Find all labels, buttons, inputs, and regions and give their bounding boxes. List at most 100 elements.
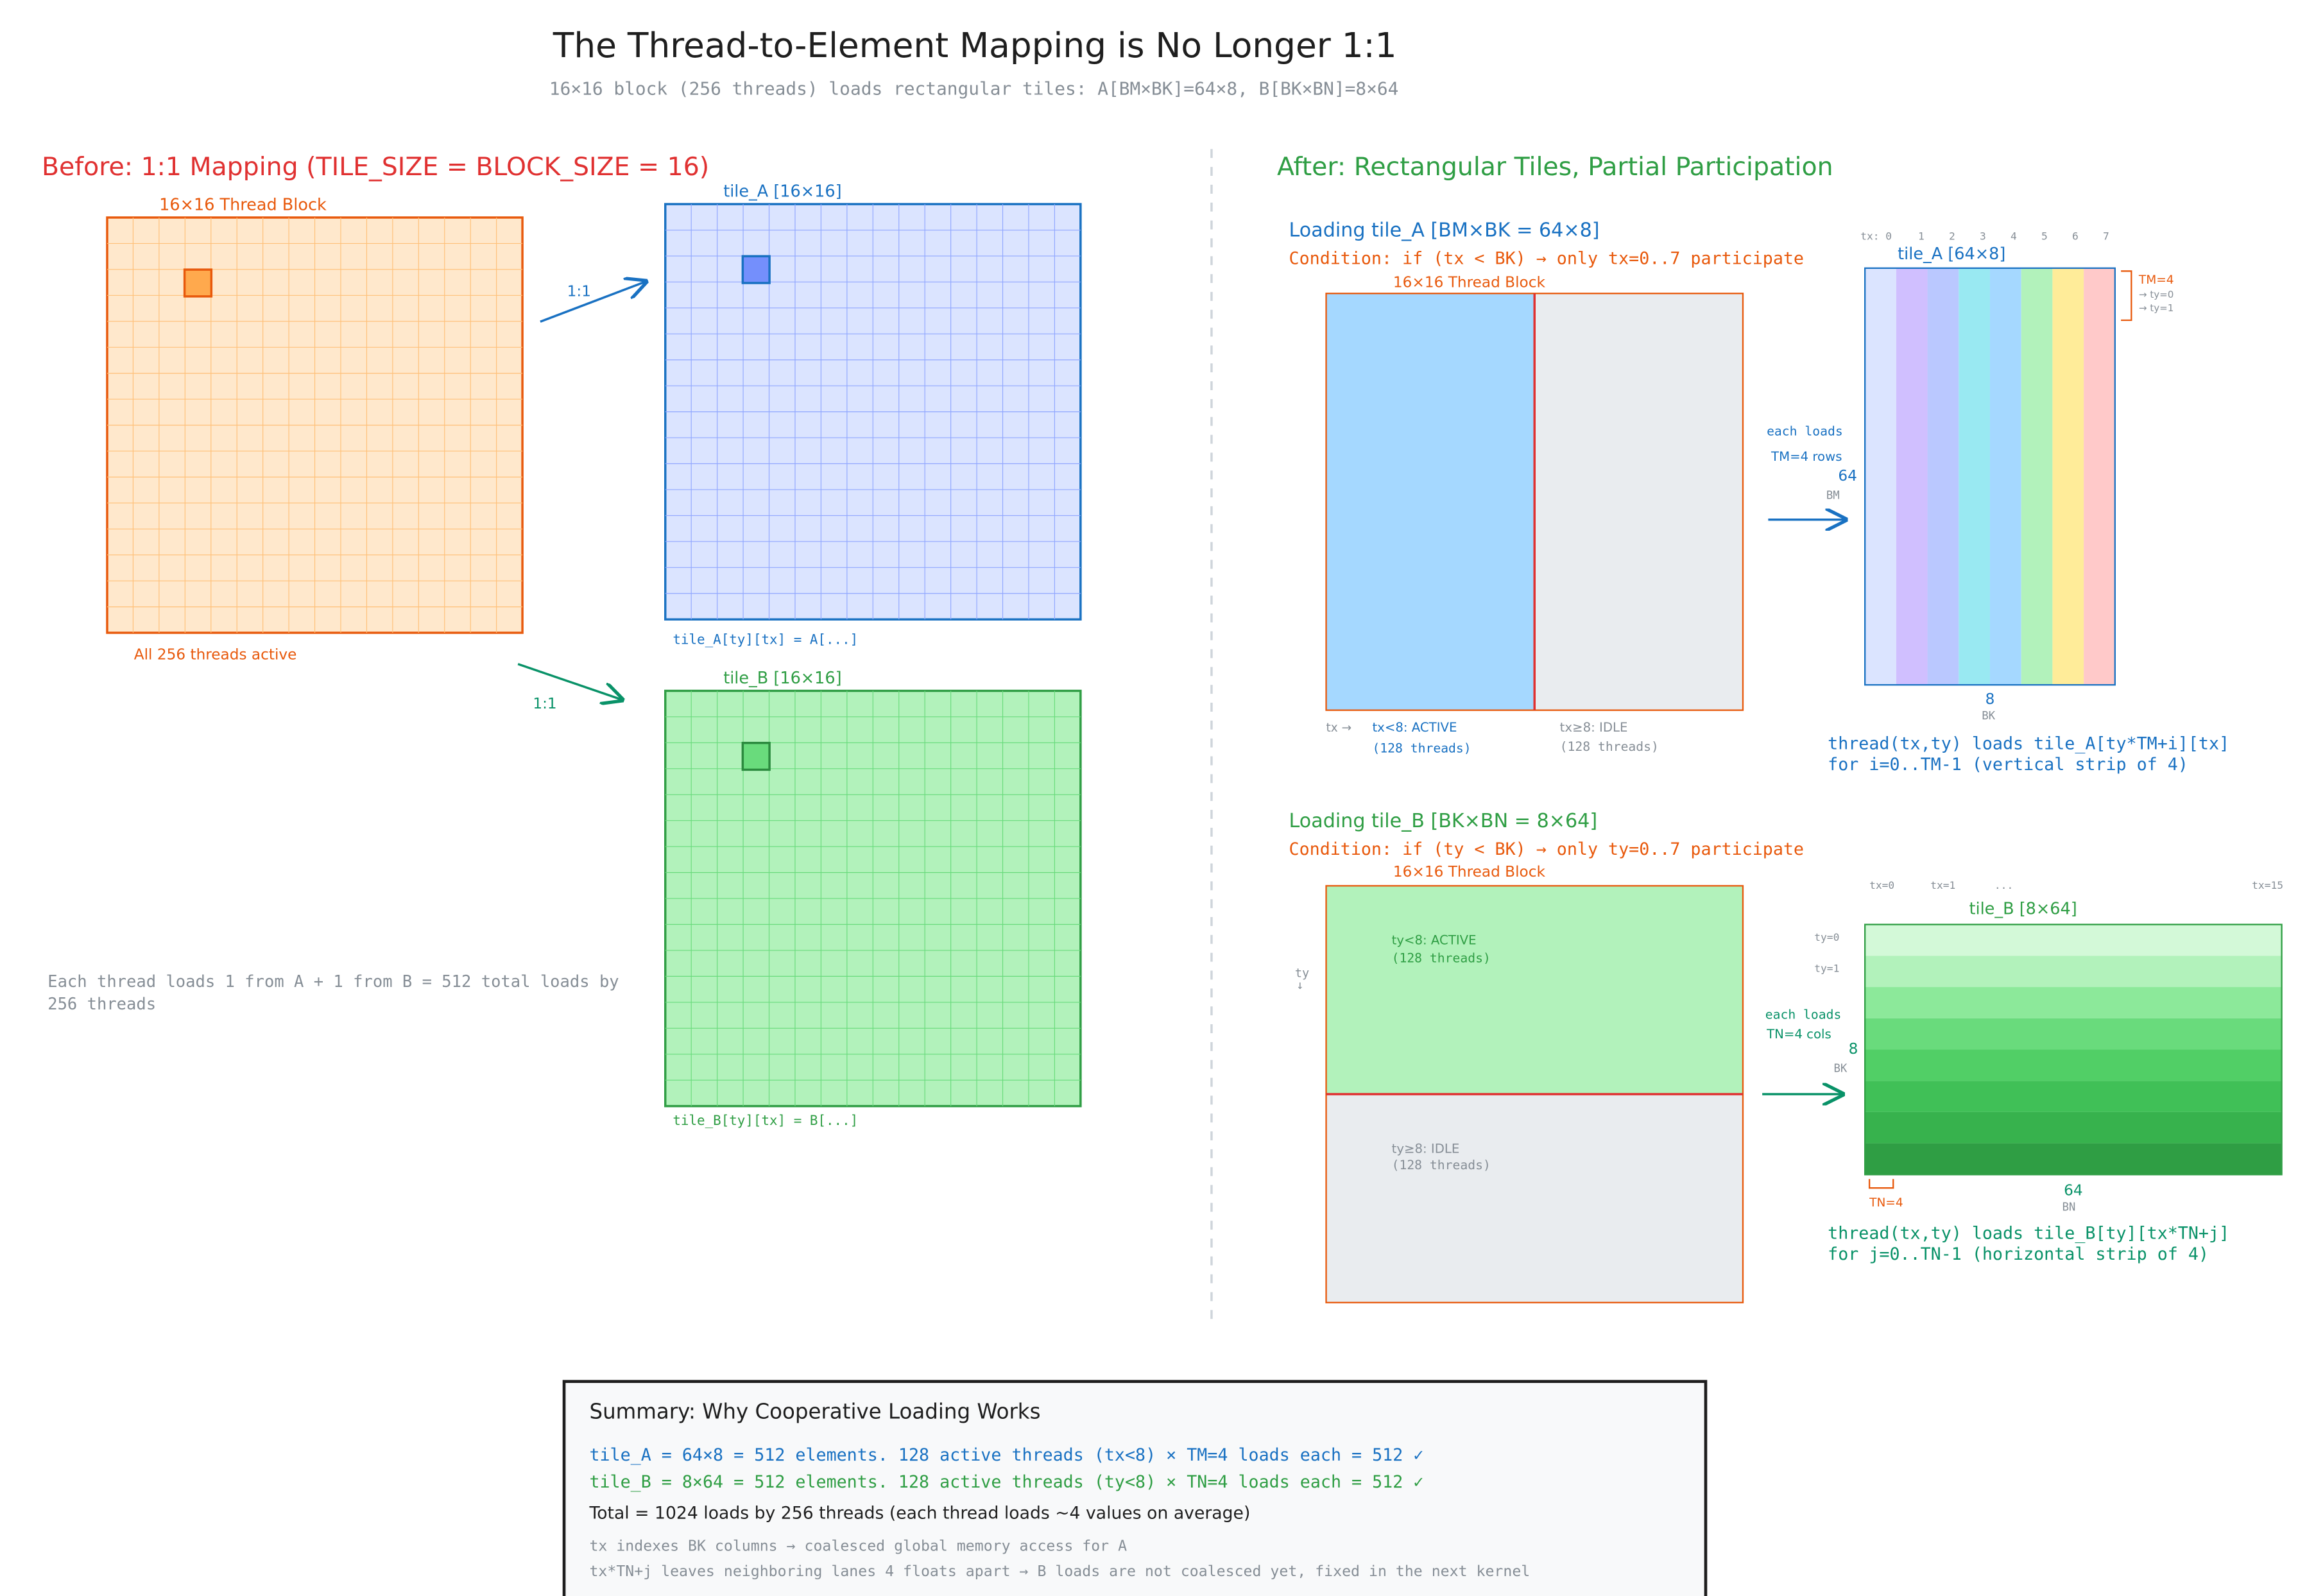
strip [1865, 956, 2282, 988]
strip [1865, 924, 2282, 956]
strips [1865, 268, 2115, 685]
strip [1989, 268, 2021, 685]
column-label: 2 [1949, 230, 1955, 243]
tile-caption: tile_B[ty][tx] = B[...] [673, 1113, 858, 1128]
column-label: tx=15 [2252, 879, 2283, 891]
tn-note: TN=4 [1869, 1196, 1903, 1210]
idle-region [1534, 293, 1743, 710]
block-label: 16×16 Thread Block [1393, 274, 1546, 291]
bracket [1868, 1179, 1894, 1189]
column-label: 4 [2011, 230, 2017, 243]
strip [1959, 268, 1990, 685]
tile-label: tile_B [16×16] [723, 669, 841, 688]
strip [1865, 987, 2282, 1018]
tm-note: TM=4 [2138, 273, 2174, 287]
column-labels: tx: 0 1 2 3 4 5 6 7 [1860, 230, 2109, 243]
formula: for i=0..TM-1 (vertical strip of 4) [1828, 755, 2188, 775]
dimension: 8 [1985, 691, 1995, 708]
block-caption: All 256 threads active [134, 646, 297, 663]
element-cell [741, 741, 771, 771]
dimension-name: BN [2062, 1201, 2075, 1214]
arrow-note: each loads [1767, 424, 1843, 438]
arrow-label: 1:1 [567, 282, 591, 300]
strip [1865, 1081, 2282, 1112]
active-label: ty<8: ACTIVE [1392, 933, 1477, 948]
arrow [540, 282, 646, 323]
column-label: 6 [2072, 230, 2079, 243]
formula: thread(tx,ty) loads tile_A[ty*TM+i][tx] [1828, 734, 2229, 754]
strip [1865, 1018, 2282, 1050]
column-label: 3 [1980, 230, 1986, 243]
column-label: tx=0 [1869, 879, 1894, 891]
active-count: (128 threads) [1392, 950, 1491, 965]
summary-total: Total = 1024 loads by 256 threads (each … [588, 1504, 1250, 1523]
tm-note: → ty=0 [2139, 289, 2174, 300]
arrow [517, 663, 622, 700]
column-label: 7 [2103, 230, 2109, 243]
summary-note: tx indexes BK columns → coalesced global… [589, 1538, 1127, 1555]
dimension-name: BK [1982, 710, 1995, 723]
summary-box [562, 1380, 1708, 1596]
tile-b [1864, 923, 2283, 1176]
formula: for j=0..TN-1 (horizontal strip of 4) [1828, 1244, 2209, 1264]
grid [107, 217, 523, 633]
arrow-note: TN=4 cols [1766, 1027, 1831, 1042]
tile-label: tile_A [16×16] [723, 182, 841, 202]
note: Each thread loads 1 from A + 1 from B = … [47, 972, 619, 991]
subsection-title: Loading tile_B [BK×BN = 8×64] [1289, 810, 1598, 832]
row-label: ty=1 [1814, 963, 1839, 975]
condition: Condition: if (tx < BK) → only tx=0..7 p… [1289, 248, 1804, 268]
arrow-note: each loads [1765, 1008, 1842, 1022]
element-cell [741, 255, 771, 284]
strip [1865, 1143, 2282, 1175]
axis-label: ty [1295, 967, 1309, 981]
idle-label: ty≥8: IDLE [1392, 1141, 1460, 1156]
active-region [1326, 886, 1743, 1095]
idle-count: (128 threads) [1392, 1158, 1491, 1172]
dimension: 64 [1838, 467, 1857, 485]
grid [665, 691, 1081, 1106]
arrow-note: TM=4 rows [1771, 449, 1842, 464]
subsection-title: Loading tile_A [BM×BK = 64×8] [1289, 219, 1600, 241]
section-heading: Before: 1:1 Mapping (TILE_SIZE = BLOCK_S… [42, 152, 709, 182]
block-label: 16×16 Thread Block [1393, 863, 1546, 880]
tm-note: → ty=1 [2139, 302, 2174, 314]
idle-count: (128 threads) [1560, 739, 1659, 754]
strip [2021, 268, 2053, 685]
arrow-label: 1:1 [533, 695, 556, 712]
summary-title: Summary: Why Cooperative Loading Works [589, 1399, 1040, 1423]
tile-caption: tile_A[ty][tx] = A[...] [673, 632, 858, 648]
section-heading: After: Rectangular Tiles, Partial Partic… [1277, 152, 1833, 182]
bracket [2121, 270, 2132, 322]
column-label: tx: 0 [1860, 230, 1892, 243]
summary-note: tx*TN+j leaves neighboring lanes 4 float… [589, 1563, 1530, 1580]
dimension: 64 [2064, 1181, 2083, 1199]
active-region [1326, 293, 1535, 710]
strips [1865, 924, 2282, 1175]
summary-line: tile_A = 64×8 = 512 elements. 128 active… [589, 1445, 1423, 1465]
note: 256 threads [47, 995, 156, 1014]
idle-region [1326, 1094, 1743, 1303]
axis-label: tx → [1326, 721, 1352, 735]
tile-a [1864, 267, 2116, 686]
block-label: 16×16 Thread Block [159, 195, 327, 214]
column-label: 1 [1918, 230, 1925, 243]
column-label: 5 [2041, 230, 2048, 243]
dimension: 8 [1849, 1040, 1858, 1058]
tile-label: tile_B [8×64] [1969, 899, 2077, 918]
idle-label: tx≥8: IDLE [1560, 720, 1628, 735]
column-label: tx=1 [1930, 879, 1955, 891]
subtitle: 16×16 block (256 threads) loads rectangu… [549, 78, 1399, 99]
strip [1896, 268, 1928, 685]
formula: thread(tx,ty) loads tile_B[ty][tx*TN+j] [1828, 1224, 2229, 1244]
strip [1865, 1111, 2282, 1144]
tile-label: tile_A [64×8] [1898, 245, 2005, 264]
strip [2052, 268, 2084, 685]
condition: Condition: if (ty < BK) → only ty=0..7 p… [1289, 839, 1804, 859]
summary-line: tile_B = 8×64 = 512 elements. 128 active… [589, 1472, 1423, 1492]
dimension-name: BK [1833, 1063, 1847, 1076]
active-count: (128 threads) [1372, 741, 1471, 755]
axis-label: ↓ [1296, 979, 1303, 992]
strip [1865, 268, 1896, 685]
